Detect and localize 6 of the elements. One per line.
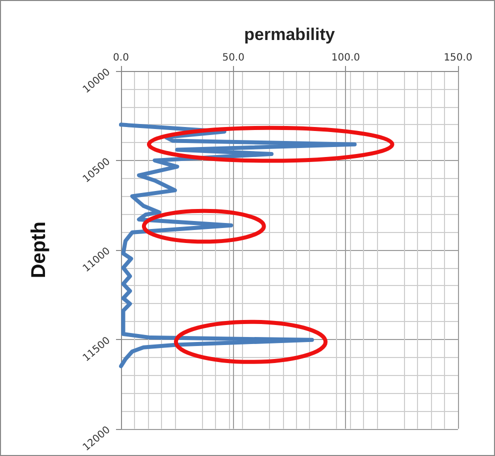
x-tick-label: 100.0 <box>331 52 360 64</box>
x-tick-label: 50.0 <box>222 52 244 64</box>
x-axis-title: permability <box>244 25 336 44</box>
y-axis-title: Depth <box>28 222 50 278</box>
x-tick-label: 150.0 <box>444 52 472 64</box>
x-tick-label: 0.0 <box>113 52 129 64</box>
